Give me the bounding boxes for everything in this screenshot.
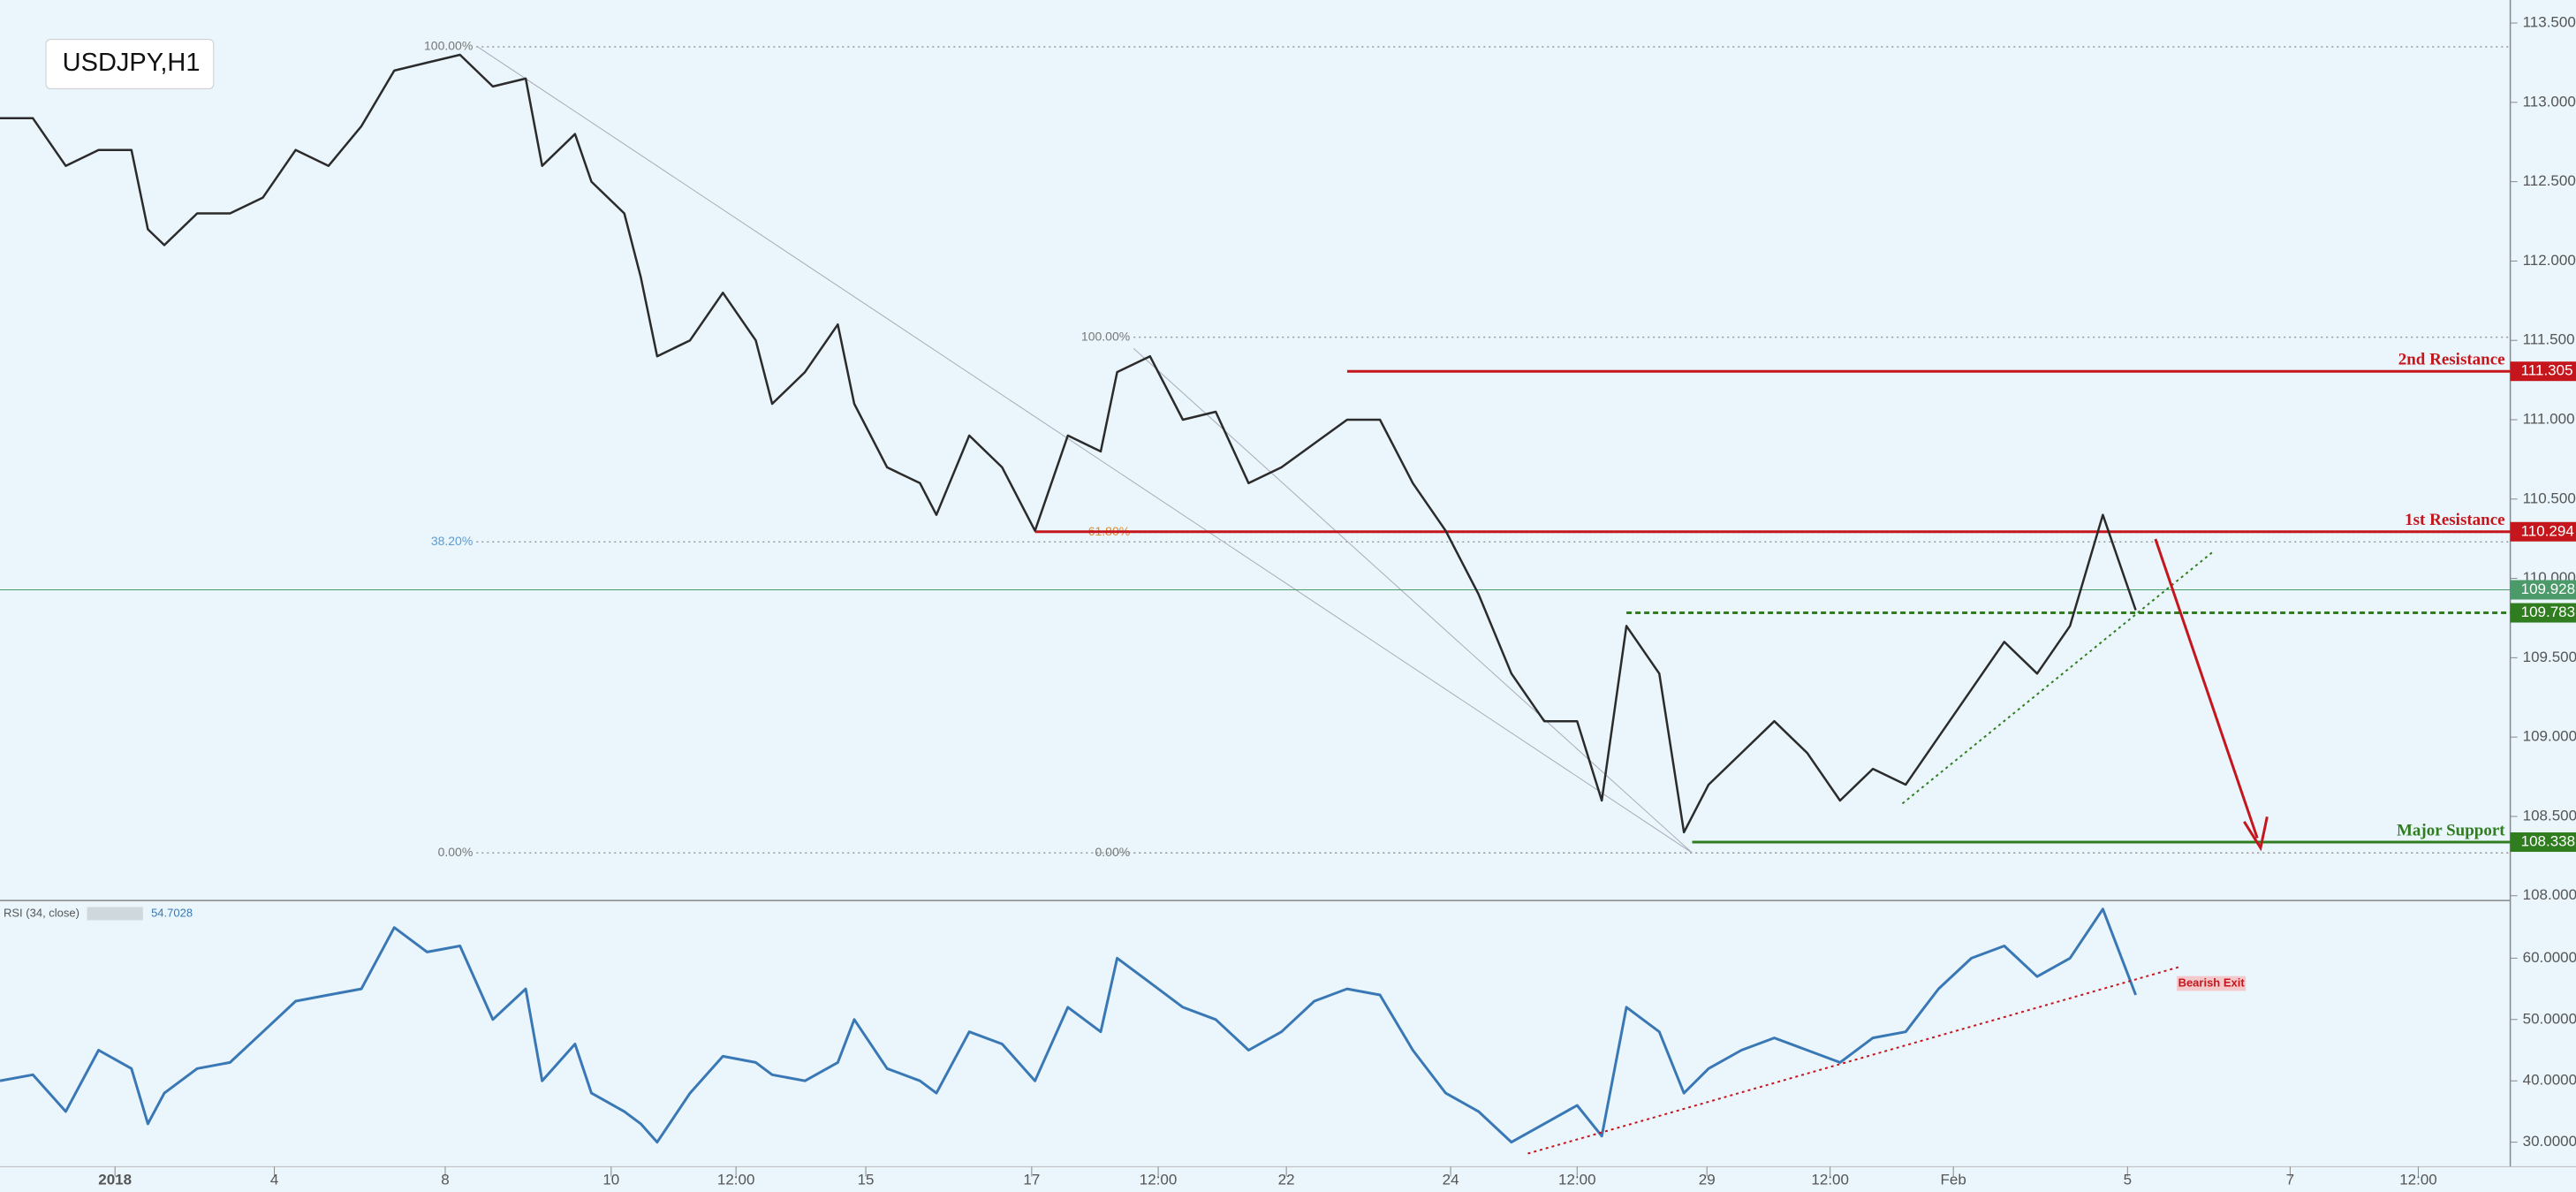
series-line bbox=[0, 907, 2138, 1144]
fib-label: 0.00% bbox=[1095, 845, 1130, 859]
title-box bbox=[45, 39, 215, 89]
x-tick-label: 15 bbox=[858, 1172, 875, 1188]
annotation-box bbox=[2177, 976, 2246, 991]
x-tick-label: 7 bbox=[2286, 1172, 2294, 1188]
rsi-buttons bbox=[87, 907, 143, 921]
price-tag bbox=[2510, 580, 2576, 600]
price-tag bbox=[2510, 603, 2576, 623]
x-tick-label: 24 bbox=[1443, 1172, 1459, 1188]
trend-line bbox=[1901, 550, 2216, 805]
x-tick-label: 12:00 bbox=[1140, 1172, 1178, 1188]
fib-label: 100.00% bbox=[424, 39, 473, 53]
level-name: Major Support bbox=[2397, 821, 2505, 839]
trend-line bbox=[1133, 347, 1693, 854]
series-line bbox=[0, 53, 2137, 834]
price-tag-label: 108.338 bbox=[2521, 833, 2575, 850]
rsi-title: RSI (34, close) bbox=[4, 906, 80, 919]
arrow-head bbox=[2243, 816, 2269, 852]
trend-line bbox=[476, 45, 1693, 854]
annotation: Bearish Exit bbox=[2178, 976, 2246, 989]
rsi-current: 54.7028 bbox=[151, 906, 193, 919]
y-tick-label: 113.500 bbox=[2523, 14, 2576, 31]
price-tag bbox=[2510, 521, 2576, 542]
arrow bbox=[2154, 538, 2259, 839]
y-tick-label: 108.500 bbox=[2523, 807, 2576, 824]
x-tick-label: 12:00 bbox=[1558, 1172, 1596, 1188]
price-tag bbox=[2510, 832, 2576, 853]
y-tick-label: 110.500 bbox=[2523, 490, 2576, 506]
x-tick-label: 12:00 bbox=[717, 1172, 755, 1188]
x-tick-label: 17 bbox=[1023, 1172, 1040, 1188]
price-tag-label: 109.928 bbox=[2521, 581, 2575, 597]
price-tag-label: 110.294 bbox=[2521, 522, 2574, 539]
level-name: 2nd Resistance bbox=[2398, 351, 2505, 369]
y-tick-label: 60.0000 bbox=[2523, 949, 2576, 966]
x-tick-label: 5 bbox=[2124, 1172, 2132, 1188]
y-tick-label: 30.0000 bbox=[2523, 1133, 2576, 1150]
chart-title: USDJPY,H1 bbox=[63, 49, 201, 77]
x-tick-label: 4 bbox=[270, 1172, 278, 1188]
x-tick-label: 2018 bbox=[98, 1172, 132, 1188]
level-name: 1st Resistance bbox=[2405, 511, 2504, 529]
x-tick-label: 12:00 bbox=[1811, 1172, 1849, 1188]
y-tick-label: 40.0000 bbox=[2523, 1072, 2576, 1089]
x-tick-label: 12:00 bbox=[2399, 1172, 2437, 1188]
y-tick-label: 111.000 bbox=[2523, 410, 2575, 427]
y-tick-label: 111.500 bbox=[2523, 331, 2575, 348]
x-tick-label: 22 bbox=[1278, 1172, 1295, 1188]
fib-label: 38.20% bbox=[431, 534, 473, 548]
price-tag-label: 111.305 bbox=[2521, 362, 2573, 379]
y-tick-label: 109.500 bbox=[2523, 649, 2576, 665]
x-tick-label: 8 bbox=[441, 1172, 449, 1188]
y-tick-label: 112.500 bbox=[2523, 172, 2576, 189]
price-tag-label: 109.783 bbox=[2521, 604, 2575, 620]
x-tick-label: 29 bbox=[1699, 1172, 1716, 1188]
fib-label: 100.00% bbox=[1081, 329, 1130, 343]
x-tick-label: Feb bbox=[1941, 1172, 1966, 1188]
y-tick-label: 50.0000 bbox=[2523, 1010, 2576, 1027]
fib-label: 0.00% bbox=[438, 845, 474, 859]
y-tick-label: 113.000 bbox=[2523, 93, 2576, 110]
y-tick-label: 112.000 bbox=[2523, 252, 2576, 269]
y-tick-label: 108.000 bbox=[2523, 886, 2576, 903]
price-tag bbox=[2510, 361, 2576, 382]
x-tick-label: 10 bbox=[602, 1172, 619, 1188]
trend-line bbox=[1527, 965, 2182, 1155]
y-tick-label: 109.000 bbox=[2523, 728, 2576, 745]
